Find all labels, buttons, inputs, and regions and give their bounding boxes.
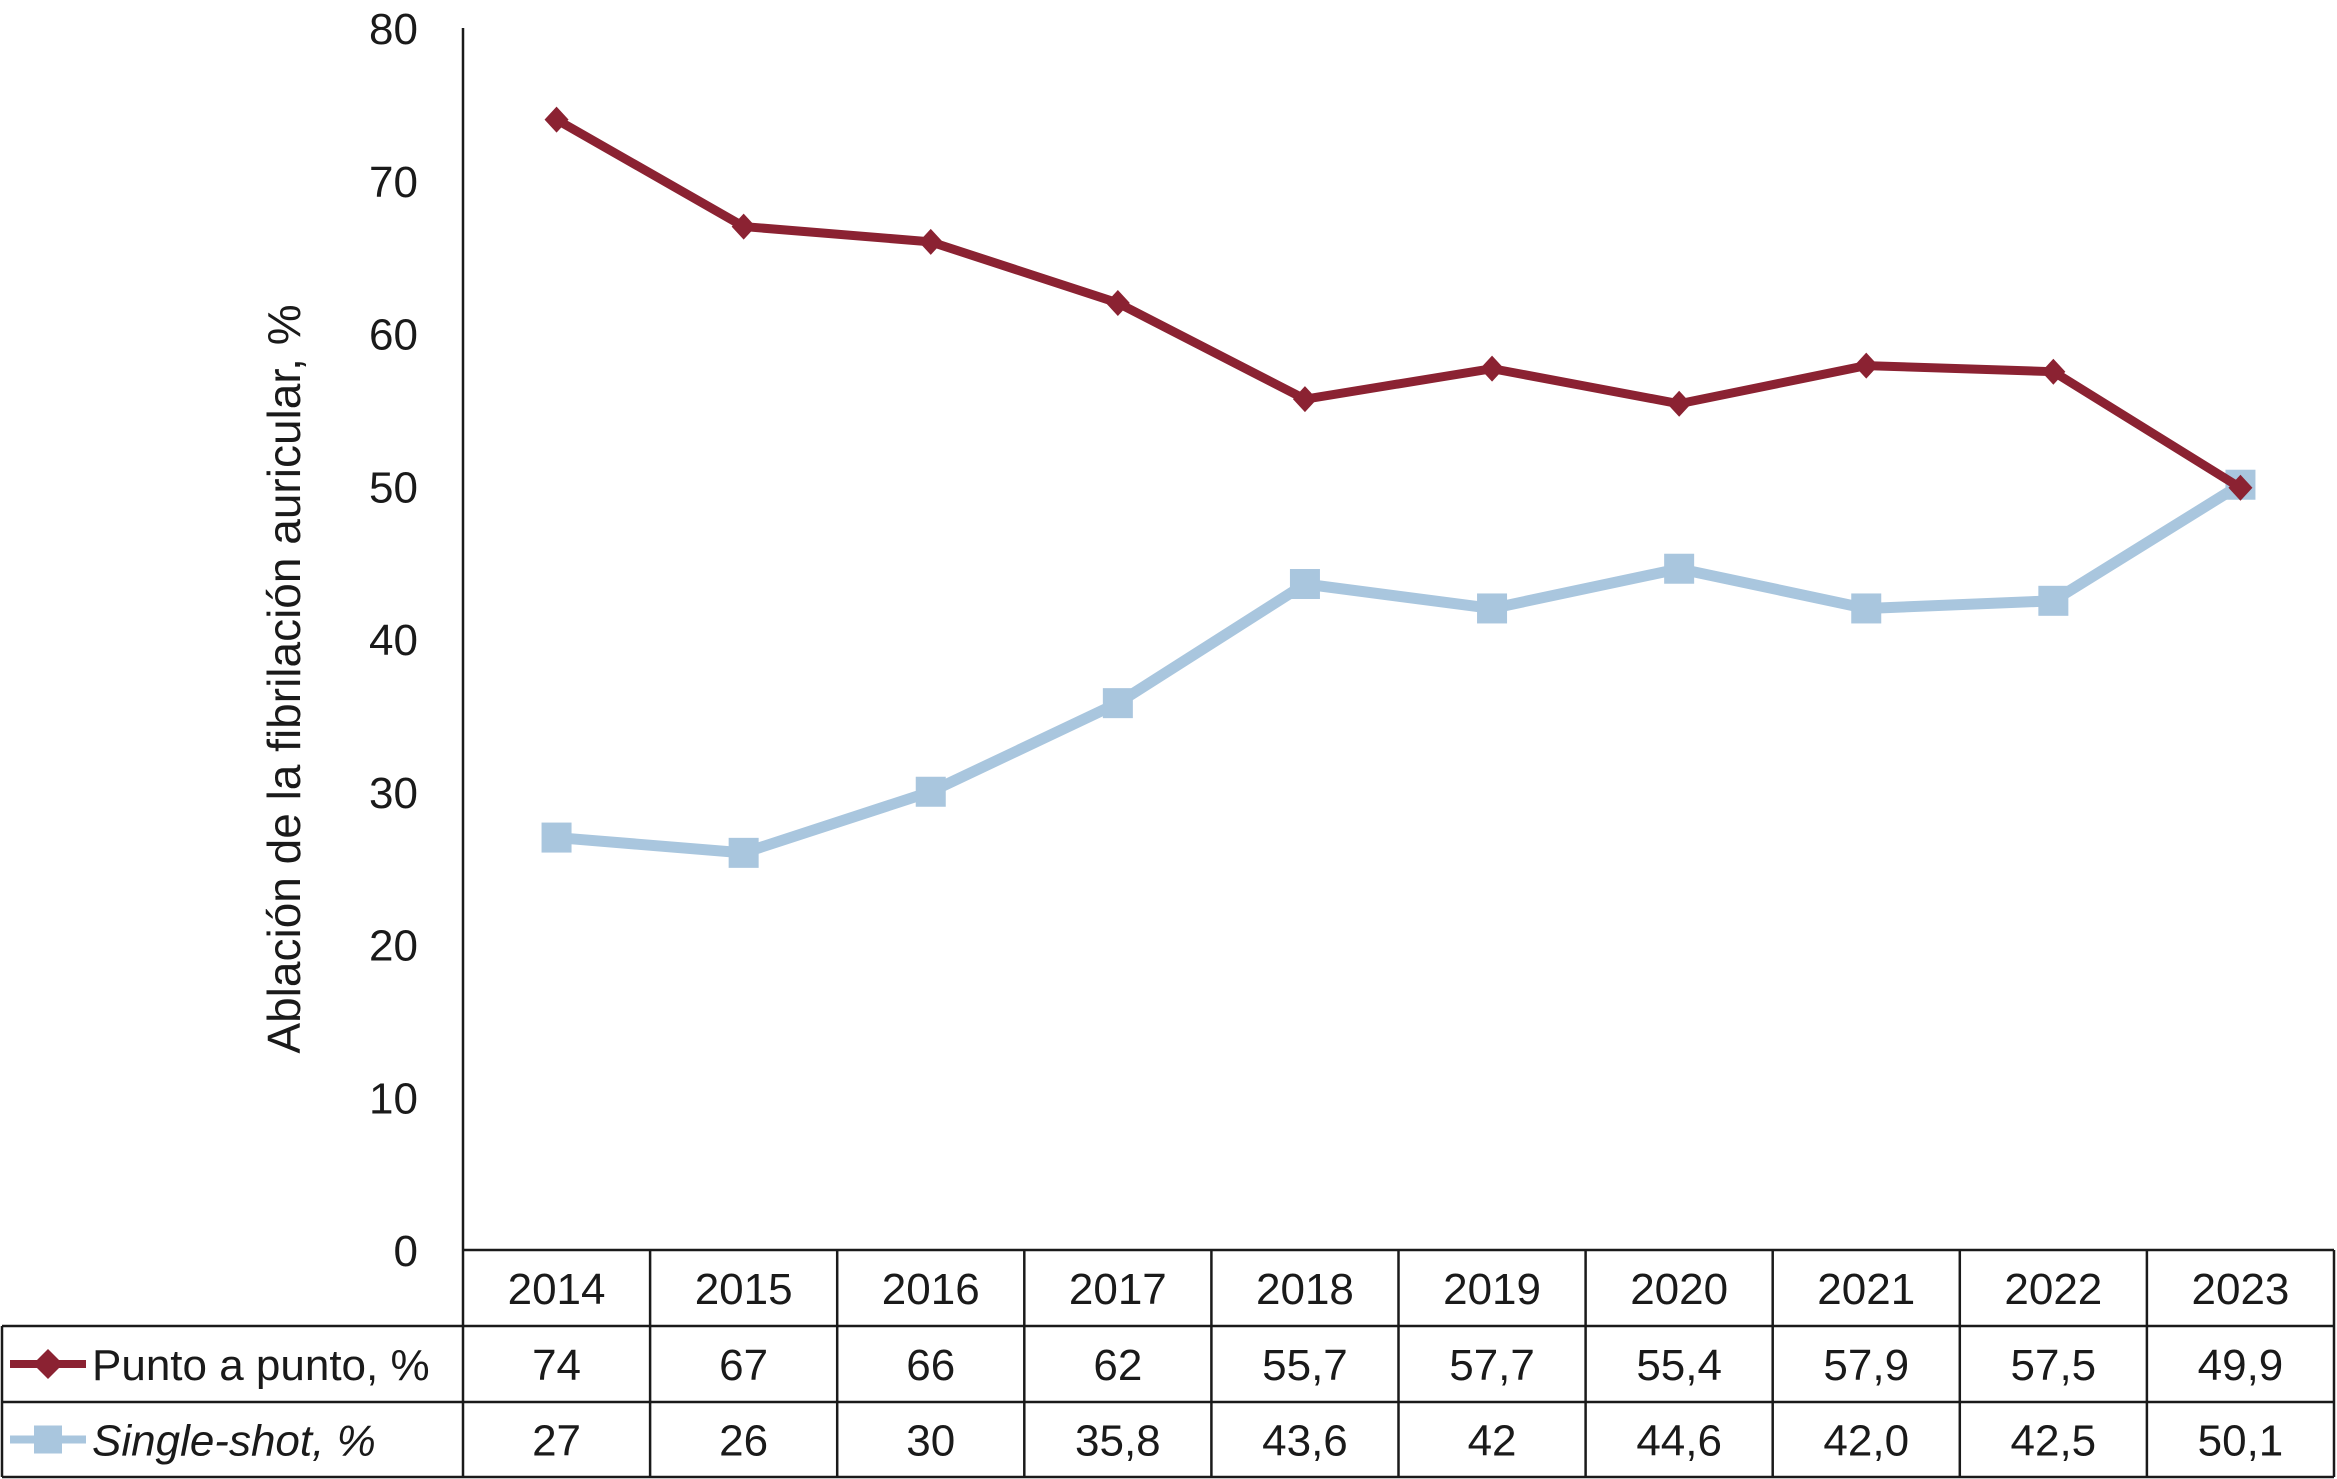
x-category-label: 2014 [508,1265,606,1314]
x-category-label: 2015 [695,1265,793,1314]
table-cell-value: 42,5 [2011,1417,2097,1466]
data-point-diamond [918,228,943,255]
table-cell-value: 55,4 [1636,1341,1722,1390]
table-cell-value: 66 [906,1341,955,1390]
y-tick-label: 80 [369,5,418,54]
data-point-square [1289,569,1320,600]
data-point-square [915,776,946,807]
data-point-square [541,822,572,853]
data-point-square [1477,593,1508,624]
y-axis: 0 10 20 30 40 50 60 70 80 [369,5,465,1477]
y-tick-label: 70 [369,158,418,207]
data-point-diamond [544,106,569,133]
data-point-diamond [731,213,756,240]
table-cell-value: 26 [719,1417,768,1466]
table-cell-value: 50,1 [2198,1417,2284,1466]
y-tick-label: 40 [369,616,418,665]
data-point-square [2038,585,2069,616]
table-cell-value: 57,7 [1449,1341,1535,1390]
table-cell-value: 55,7 [1262,1341,1348,1390]
table-cell-value: 30 [906,1417,955,1466]
series-line [554,115,2243,492]
x-category-label: 2017 [1069,1265,1167,1314]
table-cell-value: 42,0 [1823,1417,1909,1466]
y-tick-label: 30 [369,769,418,818]
data-point-diamond [1480,355,1505,382]
legend-label: Single-shot, % [92,1417,376,1466]
y-tick-label: 0 [394,1227,418,1276]
legend-key-marker [34,1425,62,1454]
table-cell-value: 67 [719,1341,768,1390]
y-tick-label: 60 [369,311,418,360]
y-tick-label: 20 [369,922,418,971]
series-lines [541,106,2256,868]
table-cell-value: 35,8 [1075,1417,1161,1466]
data-point-diamond [1667,390,1692,417]
data-point-diamond [1105,289,1130,316]
table-cell-value: 62 [1093,1341,1142,1390]
legend-key-marker [33,1349,63,1379]
y-tick-label: 50 [369,463,418,512]
table-cell-value: 49,9 [2198,1341,2284,1390]
table-cell-value: 43,6 [1262,1417,1348,1466]
data-point-diamond [2228,474,2253,501]
x-category-label: 2021 [1817,1265,1915,1314]
data-table: 2014 2015 2016 2017 2018 2019 2020 2021 2022 2023… [0,1248,2336,1479]
table-cell-value: 42 [1468,1417,1517,1466]
x-category-label: 2018 [1256,1265,1354,1314]
data-point-square [1664,553,1695,584]
x-category-label: 2020 [1630,1265,1728,1314]
legend-label: Punto a punto, % [92,1341,430,1390]
x-category-label: 2016 [882,1265,980,1314]
data-point-diamond [1854,352,1879,379]
table-cell-value: 74 [532,1341,581,1390]
y-tick-label: 10 [369,1074,418,1123]
y-axis-label: Ablación de la fibrilación auricular, % [258,304,310,1053]
x-category-label: 2019 [1443,1265,1541,1314]
data-point-square [1102,688,1133,719]
table-cell-value: 57,5 [2011,1341,2097,1390]
data-point-square [1851,593,1882,624]
data-point-diamond [2041,358,2066,385]
series-line [556,480,2244,859]
table-cell-value: 44,6 [1636,1417,1722,1466]
x-category-label: 2023 [2192,1265,2290,1314]
table-cell-value: 27 [532,1417,581,1466]
table-cell-value: 57,9 [1823,1341,1909,1390]
data-point-diamond [1292,386,1317,413]
data-point-square [728,837,759,868]
x-category-label: 2022 [2004,1265,2102,1314]
